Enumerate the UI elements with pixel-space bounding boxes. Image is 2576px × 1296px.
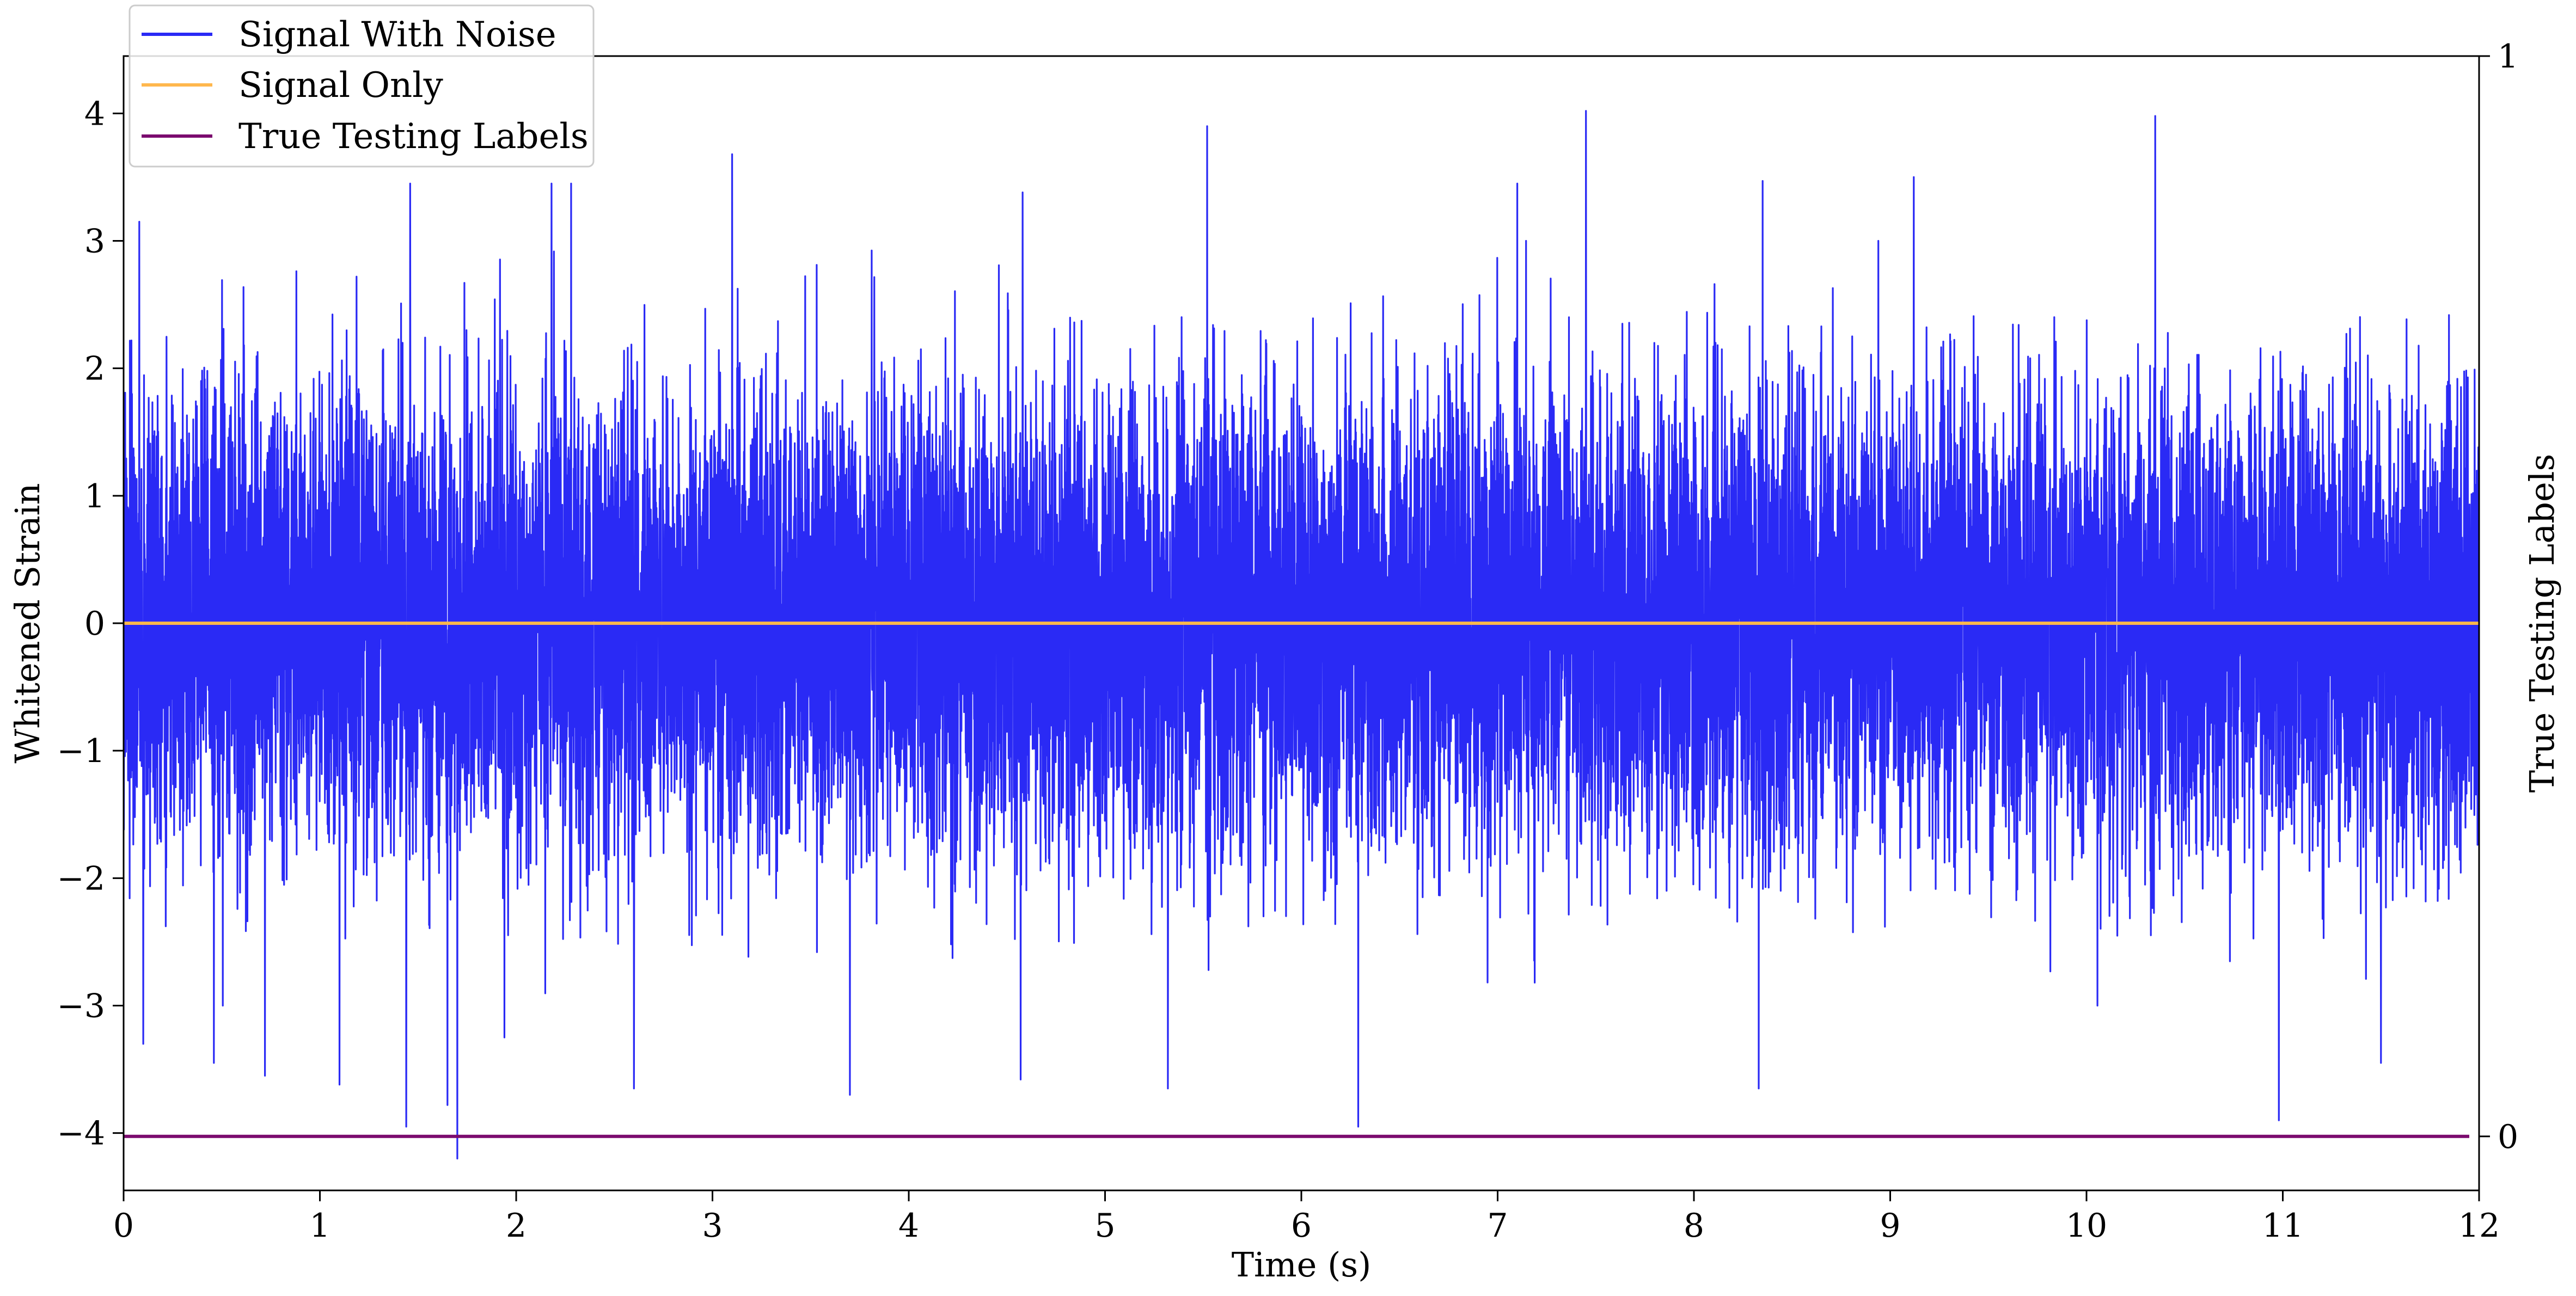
y-tick-label: −2	[57, 859, 105, 898]
series-line-signal-with-noise	[124, 110, 2479, 1160]
x-tick-label: 7	[1487, 1207, 1508, 1245]
x-tick-label: 11	[2262, 1207, 2303, 1245]
y-right-tick-label: 1	[2498, 38, 2518, 76]
x-tick-label: 8	[1684, 1207, 1704, 1245]
series-signal-with-noise	[124, 110, 2479, 1160]
x-tick-label: 9	[1880, 1207, 1900, 1245]
y-tick-label: 3	[84, 223, 105, 261]
legend-box	[129, 4, 595, 168]
y-tick-label: −4	[57, 1115, 105, 1153]
y-tick-label: −3	[57, 987, 105, 1025]
x-tick-label: 6	[1291, 1207, 1312, 1245]
y-tick-label: −1	[57, 732, 105, 770]
x-axis-label: Time (s)	[1232, 1245, 1372, 1285]
x-tick-label: 0	[113, 1207, 134, 1245]
x-tick-label: 3	[702, 1207, 723, 1245]
y-tick-label: 2	[84, 350, 105, 388]
x-tick-label: 5	[1094, 1207, 1115, 1245]
legend-label-signal-with-noise: Signal With Noise	[238, 15, 556, 55]
y-axis-right-label: True Testing Labels	[2522, 454, 2562, 793]
x-tick-label: 10	[2066, 1207, 2107, 1245]
x-tick-label: 2	[506, 1207, 527, 1245]
y-right-tick-label: 0	[2498, 1118, 2518, 1156]
legend-label-signal-only: Signal Only	[238, 65, 443, 106]
y-axis-label: Whitened Strain	[8, 483, 47, 764]
legend-label-true-testing-labels: True Testing Labels	[238, 116, 589, 157]
y-tick-label: 0	[84, 605, 105, 643]
x-tick-label: 4	[898, 1207, 919, 1245]
x-tick-label: 1	[309, 1207, 330, 1245]
y-tick-label: 1	[84, 477, 105, 515]
legend: Signal With Noise Signal Only True Testi…	[129, 4, 595, 168]
x-tick-label: 12	[2458, 1207, 2500, 1245]
y-tick-label: 4	[84, 95, 105, 133]
